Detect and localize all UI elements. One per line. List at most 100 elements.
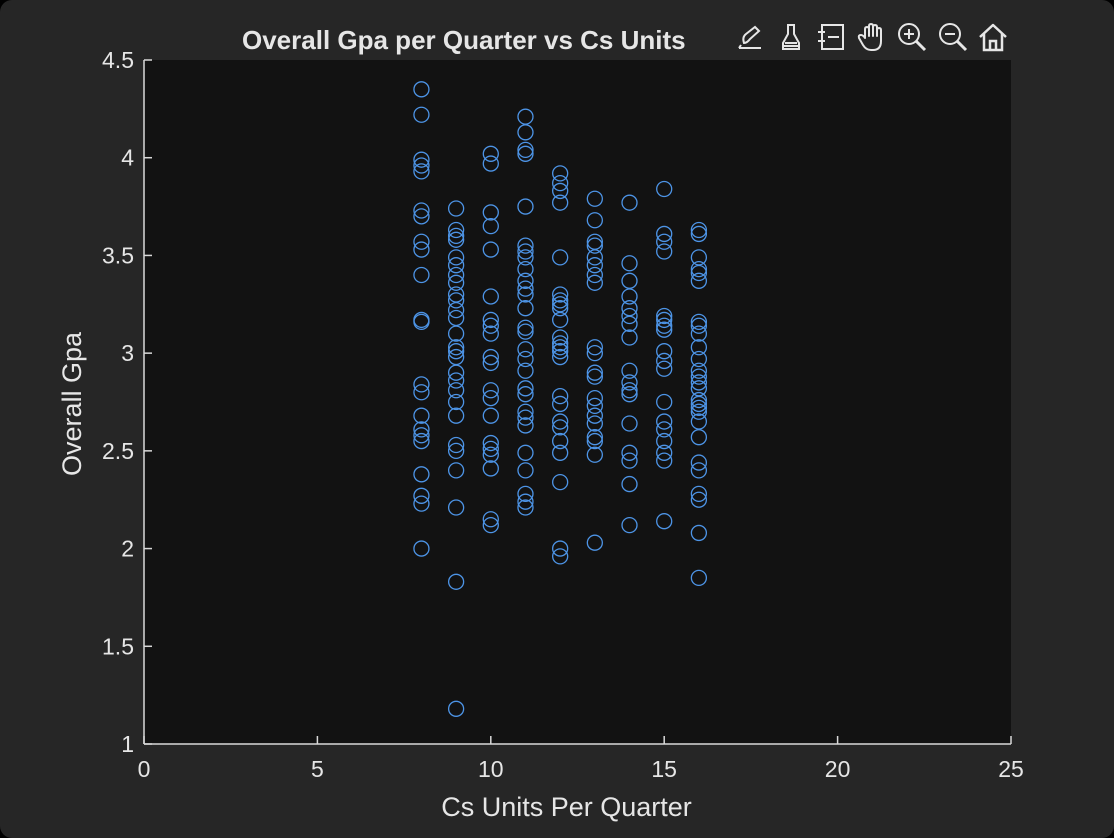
scatter-point <box>552 335 569 352</box>
scatter-point <box>517 124 534 141</box>
scatter-point <box>690 221 708 239</box>
scatter-point <box>552 194 569 211</box>
scatter-point <box>517 237 534 254</box>
scatter-point <box>517 386 534 403</box>
scatter-point <box>447 301 465 319</box>
scatter-point <box>517 341 534 358</box>
zoom-in-button[interactable] <box>895 19 929 55</box>
scatter-point <box>447 436 465 454</box>
home-button[interactable] <box>976 19 1010 55</box>
scatter-point <box>656 393 673 411</box>
scatter-point <box>690 569 708 587</box>
scatter-point <box>656 360 673 377</box>
scatter-point <box>517 485 534 503</box>
scatter-point <box>690 485 708 503</box>
scatter-point <box>482 440 499 458</box>
scatter-point <box>413 151 430 168</box>
scatter-point <box>447 364 465 381</box>
scatter-point <box>517 286 534 303</box>
x-tick-label: 10 <box>478 756 504 782</box>
scatter-point <box>586 415 603 432</box>
scatter-point <box>621 315 638 332</box>
scatter-point <box>690 491 708 508</box>
scatter-point <box>552 165 569 182</box>
scatter-point <box>413 540 430 557</box>
scatter-point <box>621 516 638 534</box>
scatter-point <box>656 432 673 450</box>
scatter-point <box>447 292 465 309</box>
scatter-point <box>586 432 603 450</box>
scatter-point <box>517 319 534 336</box>
scatter-point <box>552 174 569 192</box>
x-tick-label: 0 <box>138 756 151 782</box>
scatter-point <box>690 325 708 342</box>
scatter-point <box>690 313 708 331</box>
scatter-point <box>517 403 534 420</box>
scatter-point <box>552 300 569 317</box>
scatter-point <box>447 462 465 479</box>
scatter-point <box>413 313 430 331</box>
chart-title: Overall Gpa per Quarter vs Cs Units <box>242 25 686 55</box>
scatter-point <box>413 157 430 174</box>
scatter-point <box>690 374 708 391</box>
scatter-point <box>621 475 638 493</box>
scatter-point <box>690 462 708 479</box>
brush-select-button[interactable] <box>734 19 768 55</box>
scatter-point <box>690 260 708 278</box>
scatter-point <box>552 343 569 360</box>
scatter-point <box>586 407 603 424</box>
data-tips-button[interactable] <box>774 19 808 55</box>
scatter-point <box>413 202 430 219</box>
scatter-point <box>517 380 534 397</box>
scatter-point <box>656 444 673 461</box>
pan-button[interactable] <box>855 19 889 55</box>
scatter-point <box>413 208 430 225</box>
scatter-point <box>656 233 673 250</box>
scatter-point <box>517 409 534 426</box>
scatter-point <box>690 350 708 368</box>
scatter-point <box>482 382 499 399</box>
scatter-point <box>586 249 603 266</box>
scatter-point <box>586 212 603 229</box>
scatter-point <box>656 317 673 334</box>
scatter-point <box>517 280 534 297</box>
scatter-point <box>586 237 603 254</box>
scatter-point <box>552 387 569 405</box>
y-tick-label: 2.5 <box>102 438 134 464</box>
x-tick-label: 25 <box>998 756 1024 782</box>
scatter-point <box>482 407 499 424</box>
axes-toolbar <box>734 18 1010 56</box>
scatter-point <box>690 339 708 356</box>
scatter-point <box>482 288 499 305</box>
scatter-point <box>586 274 603 291</box>
scatter-point <box>586 397 603 415</box>
scatter-point <box>690 403 708 420</box>
scatter-point <box>656 352 673 370</box>
x-axis-label: Cs Units Per Quarter <box>441 792 692 822</box>
scatter-point <box>482 354 499 372</box>
scatter-point <box>621 362 638 379</box>
scatter-point <box>517 300 534 317</box>
scatter-point <box>586 534 603 551</box>
scatter-point <box>447 274 465 291</box>
scatter-point <box>482 145 499 162</box>
scatter-point <box>621 386 638 403</box>
scatter-point <box>552 249 569 266</box>
scatter-point <box>552 311 569 329</box>
scatter-point <box>517 462 534 479</box>
scatter-point <box>447 393 465 411</box>
scatter-point <box>517 243 534 260</box>
x-tick-label: 20 <box>825 756 851 782</box>
scatter-point <box>517 249 534 266</box>
scatter-point <box>552 473 569 491</box>
zoom-out-button[interactable] <box>936 19 970 55</box>
y-axis-label: Overall Gpa <box>57 331 87 476</box>
y-tick-label: 2 <box>121 536 134 562</box>
scatter-point <box>482 348 499 366</box>
legend-button[interactable] <box>815 19 849 55</box>
scatter-point <box>447 442 465 460</box>
scatter-point <box>447 372 465 389</box>
x-tick-label: 15 <box>651 756 677 782</box>
